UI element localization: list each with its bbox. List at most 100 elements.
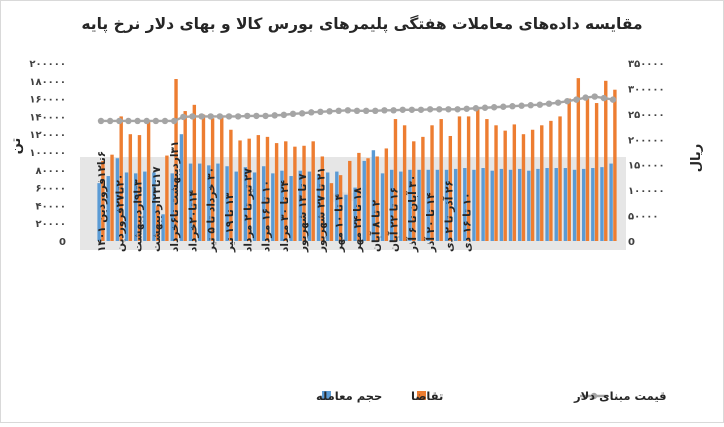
volume-bar: [536, 168, 540, 241]
dollar-price-point: [399, 106, 406, 113]
dollar-price-point: [426, 106, 434, 113]
volume-bar: [527, 170, 531, 241]
dollar-price-point: [216, 113, 224, 120]
right-tick-label: ۱۵۰۰۰۰: [628, 161, 665, 172]
dollar-price-point: [445, 106, 452, 113]
demand-bar: [192, 104, 197, 241]
left-tick-label: ۶۰۰۰۰: [35, 184, 66, 195]
demand-bar: [448, 135, 453, 241]
dollar-price-point: [289, 110, 297, 118]
demand-bar: [210, 118, 215, 241]
left-tick-label: ۱۰۰۰۰۰: [29, 148, 66, 159]
demand-bar: [567, 98, 571, 241]
volume-bar: [97, 183, 101, 241]
volume-bar: [298, 170, 302, 241]
dollar-price-point: [609, 96, 617, 103]
volume-bar: [225, 166, 229, 241]
demand-bar: [183, 111, 187, 241]
volume-bar: [490, 170, 494, 241]
dollar-price-point: [271, 112, 278, 119]
right-tick-label: ۵۰۰۰۰: [628, 212, 659, 223]
demand-bar: [457, 116, 462, 241]
category-label: ۱۳ تا ۱۹ تیر: [224, 192, 236, 253]
volume-bar: [408, 169, 412, 241]
dollar-price-point: [518, 102, 525, 109]
demand-bar: [521, 134, 526, 241]
volume-bar: [143, 171, 147, 241]
volume-bar: [499, 168, 504, 241]
volume-bar: [307, 171, 312, 241]
category-label: ۲ تا ۸ آبان: [369, 199, 382, 252]
dollar-price-point: [317, 108, 324, 116]
volume-bar: [481, 168, 485, 241]
volume-bar: [371, 150, 376, 241]
dollar-price-point: [500, 103, 507, 110]
legend-swatch-demand: [417, 391, 426, 400]
category-label: ۲۱ تا ۲۷ شهریور: [315, 167, 327, 253]
left-axis-title: تن: [9, 138, 24, 155]
category-label: ۳۰ آبان تا ۶ آذر: [406, 175, 419, 253]
volume-bar: [380, 173, 385, 241]
legend-label-dollar: قیمت مبنای دلار: [573, 389, 667, 403]
volume-bar: [399, 171, 403, 241]
volume-bar: [271, 173, 275, 241]
left-tick-label: ۲۰۰۰۰: [35, 219, 66, 230]
category-labels: ۶تا۱۲فروردین ۱۴۰۱ ۲۰تا۲۷فروردین ۳تا۹اردیبه…: [96, 141, 474, 253]
volume-bar: [353, 187, 357, 241]
volume-bar: [280, 170, 284, 241]
dollar-price-point: [116, 117, 123, 125]
volume-bar: [161, 214, 165, 241]
dollar-price-point: [225, 113, 233, 120]
legend-item-volume: حجم معامله: [316, 389, 382, 403]
demand-bar: [329, 183, 334, 241]
volume-bar: [517, 168, 522, 241]
right-tick-label: ۲۰۰۰۰۰: [628, 135, 665, 146]
left-tick-label: ۴۰۰۰۰: [35, 201, 66, 212]
volume-bar: [115, 158, 120, 241]
right-tick-label: ۱۰۰۰۰۰: [628, 186, 665, 197]
demand-bar: [549, 120, 553, 241]
demand-bar: [503, 130, 507, 241]
legend-item-demand: تقاضا: [411, 389, 443, 403]
category-label: ۱۸ تا ۲۴ مهر: [352, 187, 364, 253]
demand-bar: [302, 145, 306, 241]
category-label: ۶تا۱۲فروردین ۱۴۰۱: [96, 151, 108, 252]
demand-bar: [293, 146, 297, 241]
dollar-price-point: [362, 107, 370, 115]
demand-bar: [530, 129, 535, 241]
demand-bar: [101, 160, 105, 241]
dollar-price-point: [143, 117, 150, 125]
category-label: ۷ تا ۱۳ شهریور: [297, 173, 309, 253]
demand-bar: [366, 158, 370, 241]
category-label: ۴ تا ۱۰ مهر: [334, 193, 346, 253]
volume-bar: [472, 169, 476, 241]
volume-bar: [581, 168, 586, 241]
demand-bar: [128, 134, 133, 241]
dollar-price-point: [134, 117, 141, 125]
dollar-price-point: [472, 105, 480, 112]
volume-bar: [170, 173, 174, 241]
category-label: ۲۴ تا ۳۰ مرداد: [279, 179, 291, 252]
demand-bar: [146, 119, 151, 241]
volume-bar: [289, 176, 293, 241]
demand-bar: [165, 155, 169, 241]
demand-bar: [594, 103, 599, 241]
dollar-price-point: [308, 109, 315, 116]
volume-bar: [261, 166, 266, 241]
volume-bar: [335, 171, 339, 241]
legend-label-demand: تقاضا: [411, 389, 443, 403]
demand-bar: [357, 152, 361, 241]
demand-bar: [430, 125, 434, 241]
dollar-price-point: [326, 108, 333, 115]
volume-bar: [554, 168, 558, 241]
demand-bar: [220, 116, 224, 241]
right-axis: 0 ۵۰۰۰۰ ۱۰۰۰۰۰ ۱۵۰۰۰۰ ۲۰۰۰۰۰ ۲۵۰۰۰۰ ۳۰۰۰۰۰ ۳۵۰۰…: [628, 59, 665, 248]
volume-bar: [435, 169, 440, 241]
demand-bar: [348, 160, 352, 241]
demand-bar: [512, 124, 517, 241]
dollar-price-point: [280, 111, 288, 119]
dollar-price-point: [244, 112, 251, 120]
demand-bar: [412, 141, 416, 241]
volume-bar: [325, 172, 330, 241]
